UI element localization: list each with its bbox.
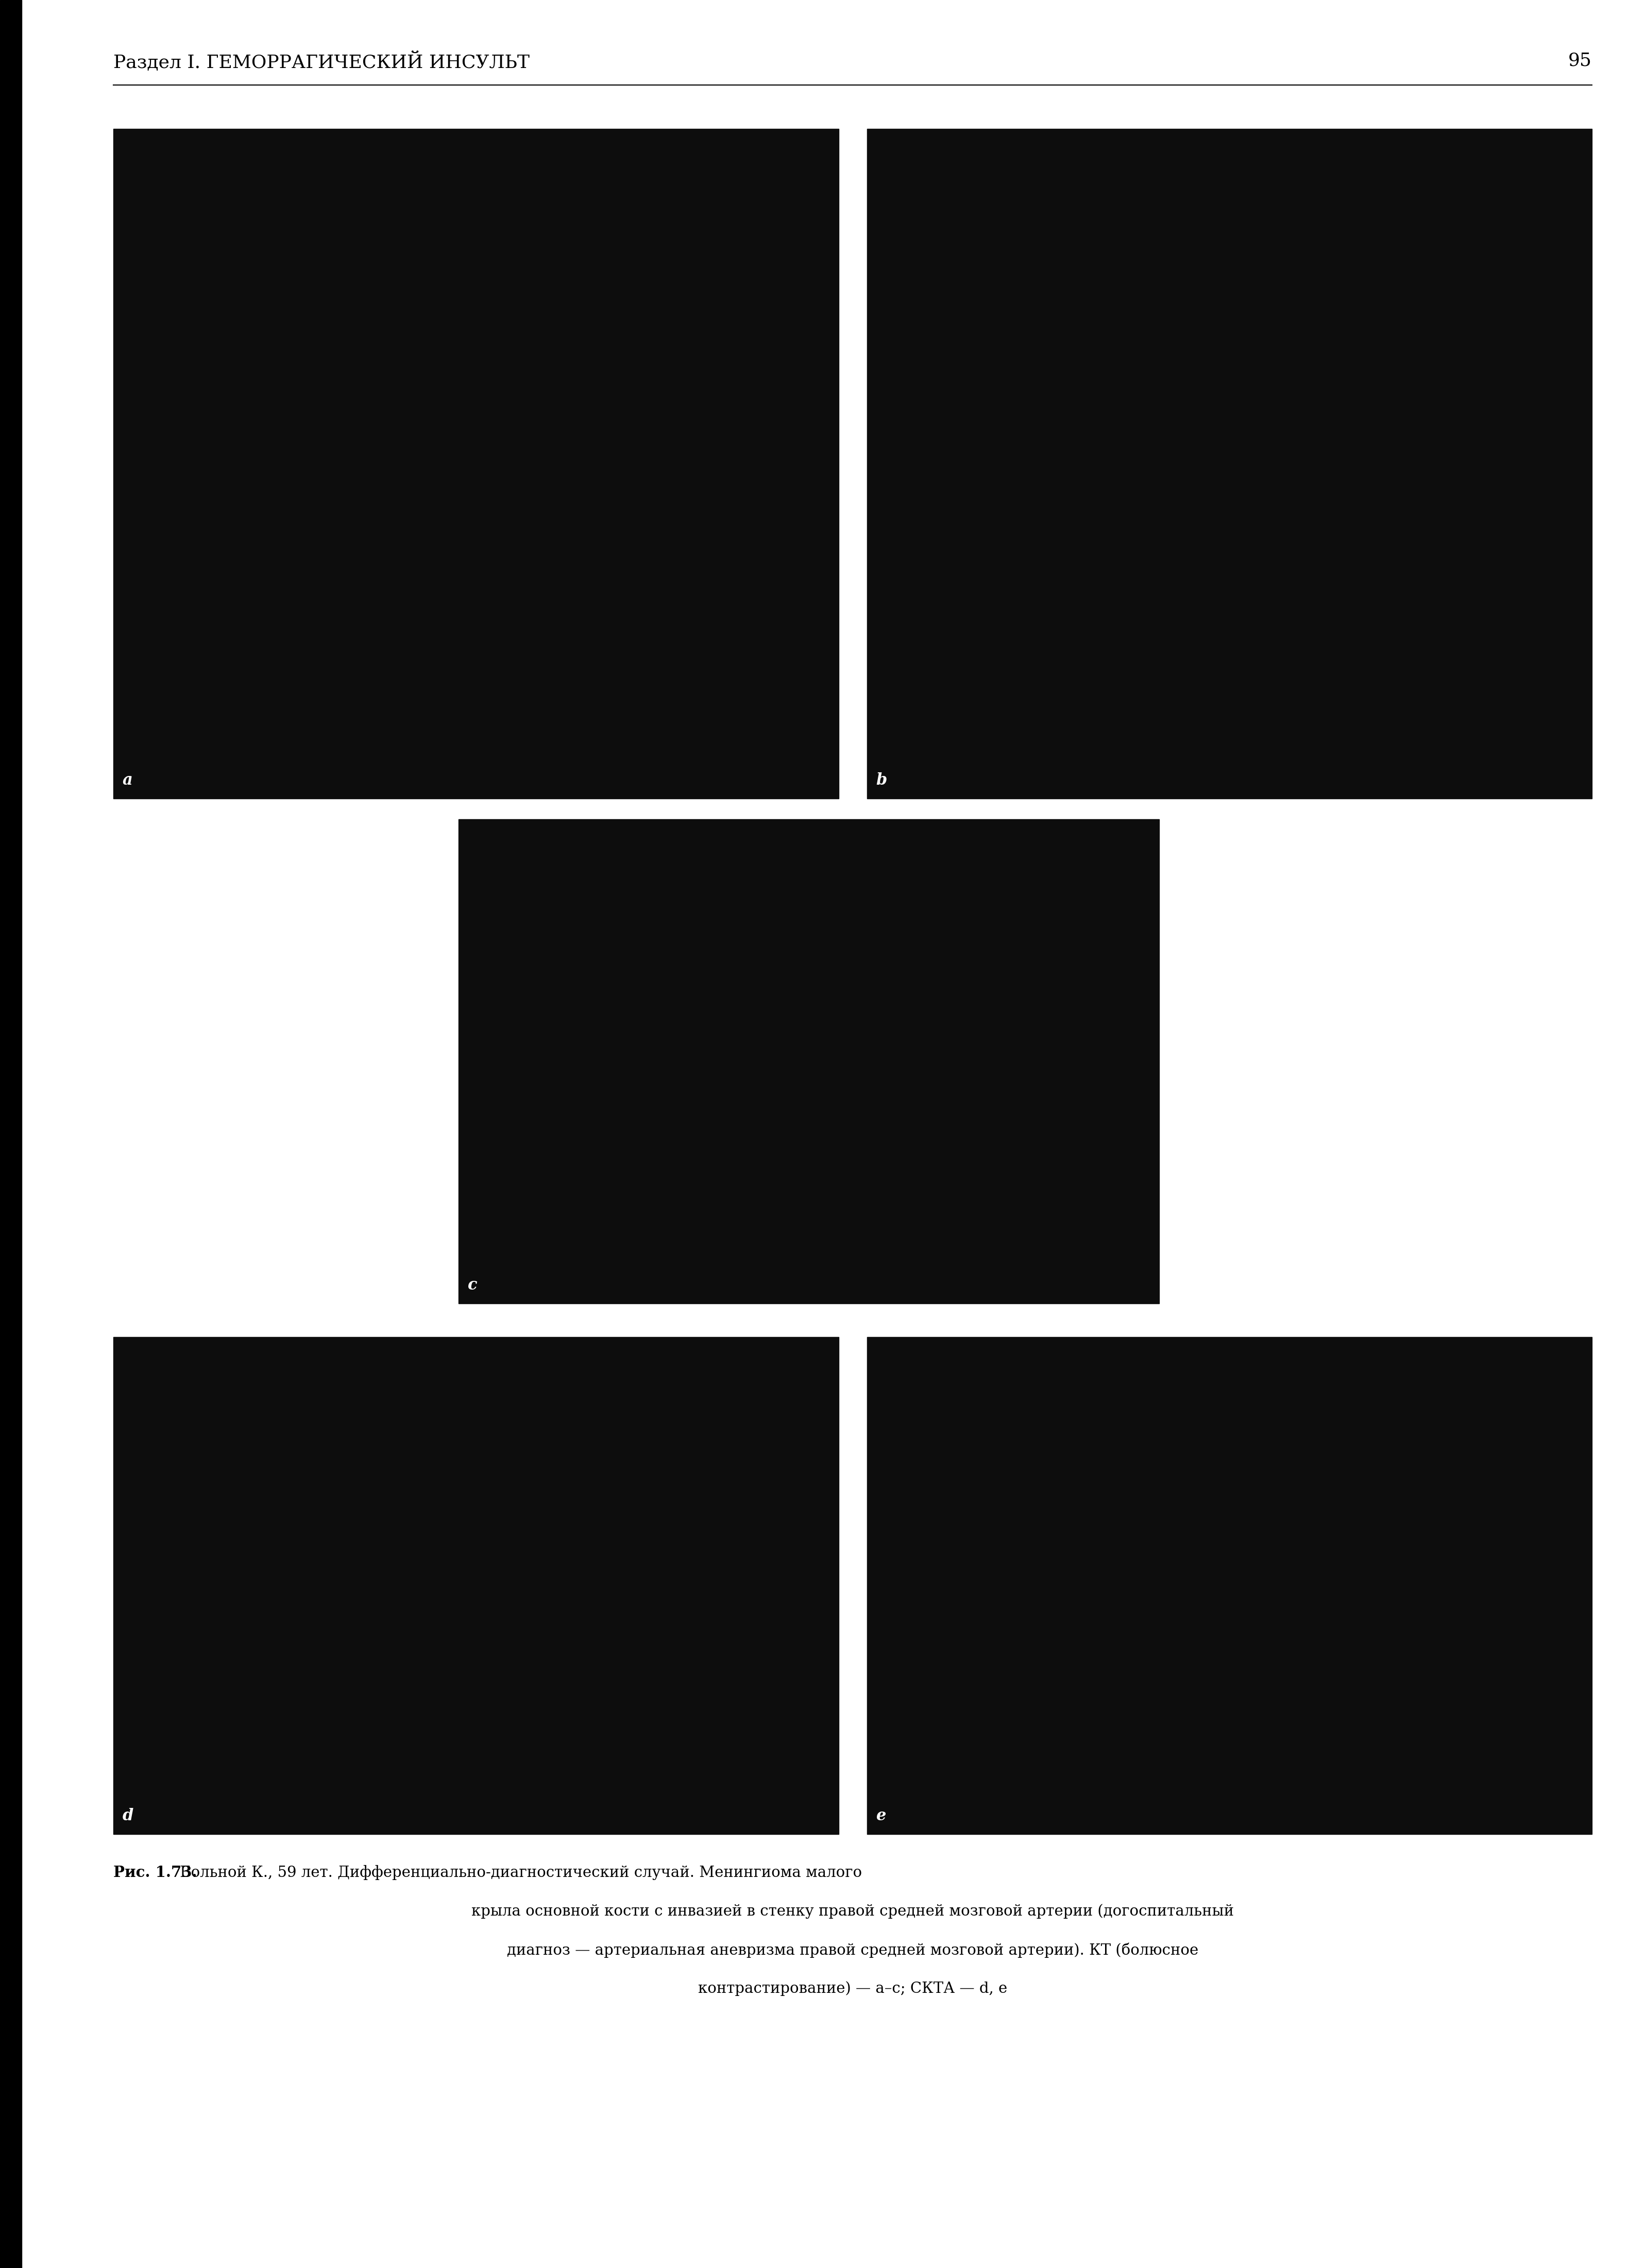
- Text: c: c: [468, 1277, 477, 1293]
- Text: Раздел I. ГЕМОРРАГИЧЕСКИЙ ИНСУЛЬТ: Раздел I. ГЕМОРРАГИЧЕСКИЙ ИНСУЛЬТ: [114, 52, 529, 73]
- Text: крыла основной кости с инвазией в стенку правой средней мозговой артерии (догосп: крыла основной кости с инвазией в стенку…: [471, 1903, 1233, 1919]
- Text: 95: 95: [1569, 52, 1592, 68]
- Text: b: b: [876, 773, 888, 789]
- Bar: [114, 1338, 839, 1835]
- Bar: [458, 819, 1160, 1304]
- Bar: [867, 129, 1592, 798]
- Text: d: d: [122, 1808, 134, 1823]
- Text: Рис. 1.73.: Рис. 1.73.: [114, 1864, 197, 1880]
- Bar: [114, 129, 839, 798]
- Text: e: e: [876, 1808, 886, 1823]
- Text: диагноз — артериальная аневризма правой средней мозговой артерии). КТ (болюсное: диагноз — артериальная аневризма правой …: [507, 1941, 1199, 1957]
- Text: a: a: [122, 773, 134, 789]
- Bar: [867, 1338, 1592, 1835]
- Text: Больной К., 59 лет. Дифференциально-диагностический случай. Менингиома малого: Больной К., 59 лет. Дифференциально-диаг…: [176, 1864, 862, 1880]
- Text: контрастирование) — а–с; СКТА — d, e: контрастирование) — а–с; СКТА — d, e: [697, 1980, 1007, 1996]
- Bar: [0, 0, 21, 2268]
